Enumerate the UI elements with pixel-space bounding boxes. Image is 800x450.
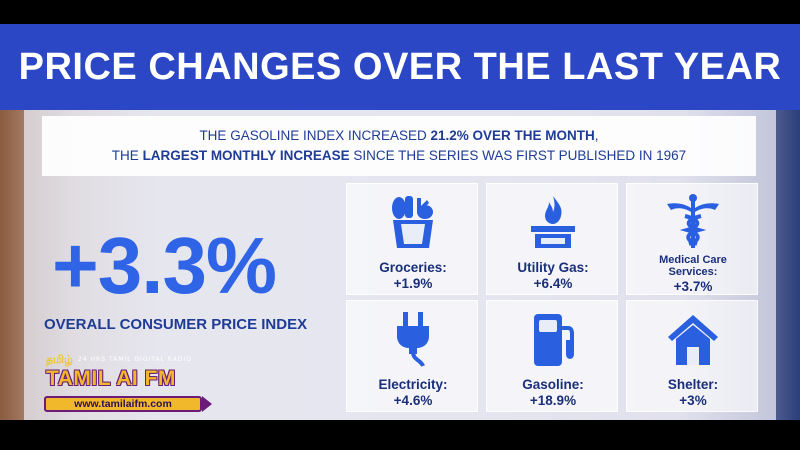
headline-line-1: THE GASOLINE INDEX INCREASED 21.2% OVER …: [199, 126, 598, 146]
headline-emphasis: LARGEST MONTHLY INCREASE: [142, 148, 350, 163]
overall-cpi-value: +3.3%: [52, 221, 277, 310]
logo-name: TAMIL AI FM: [46, 367, 176, 390]
category-value: +1.9%: [393, 276, 433, 291]
headline-line-2: THE LARGEST MONTHLY INCREASE SINCE THE S…: [112, 146, 686, 166]
category-value: +18.9%: [529, 393, 577, 408]
category-value: +6.4%: [533, 276, 573, 291]
category-label-line-1: Medical Care: [659, 254, 727, 266]
headline-box: THE GASOLINE INDEX INCREASED 21.2% OVER …: [42, 116, 756, 176]
headline-emphasis: 21.2% OVER THE MONTH: [430, 128, 595, 143]
headline-text: THE GASOLINE INDEX INCREASED: [199, 128, 431, 143]
category-tile-electricity: Electricity: +4.6%: [346, 300, 478, 412]
category-label: Electricity:: [378, 377, 448, 392]
headline-text: SINCE THE SERIES WAS FIRST PUBLISHED IN …: [349, 148, 687, 163]
fuel-pump-icon: [487, 309, 619, 369]
category-value: +3%: [679, 393, 707, 408]
category-tile-groceries: Groceries: +1.9%: [346, 183, 478, 295]
title-banner: PRICE CHANGES OVER THE LAST YEAR: [0, 24, 800, 110]
category-label: Shelter:: [667, 377, 719, 392]
tamil-ai-fm-logo: தமிழ் 24 HRS TAMIL DIGITAL RADIO TAMIL A…: [40, 354, 215, 416]
logo-url: www.tamilaifm.com: [44, 396, 202, 412]
category-value: +4.6%: [393, 393, 433, 408]
category-label: Groceries:: [379, 260, 447, 275]
category-tile-shelter: Shelter: +3%: [626, 300, 758, 412]
groceries-basket-icon: [347, 192, 479, 252]
logo-tagline: 24 HRS TAMIL DIGITAL RADIO: [78, 356, 192, 363]
house-icon: [627, 309, 759, 369]
top-letterbox-bar: [0, 0, 800, 24]
category-tile-gasoline: Gasoline: +18.9%: [486, 300, 618, 412]
logo-play-arrow-icon: [202, 396, 212, 412]
headline-text: ,: [594, 128, 599, 143]
caduceus-icon: [627, 192, 759, 252]
overall-cpi-label: OVERALL CONSUMER PRICE INDEX: [44, 316, 308, 333]
bottom-letterbox-bar: [0, 420, 800, 450]
category-tile-utility-gas: Utility Gas: +6.4%: [486, 183, 618, 295]
category-label: Utility Gas:: [517, 260, 589, 275]
category-value: +3.7%: [673, 279, 713, 294]
category-label: Gasoline:: [522, 377, 584, 392]
category-tile-medical-care: Medical Care Services: +3.7%: [626, 183, 758, 295]
page-title: PRICE CHANGES OVER THE LAST YEAR: [18, 45, 782, 88]
category-label-line-2: Services:: [668, 266, 718, 278]
headline-text: THE: [111, 148, 143, 163]
electric-plug-icon: [347, 309, 479, 369]
logo-tamil-script: தமிழ்: [46, 354, 73, 366]
gas-stove-flame-icon: [487, 192, 619, 252]
